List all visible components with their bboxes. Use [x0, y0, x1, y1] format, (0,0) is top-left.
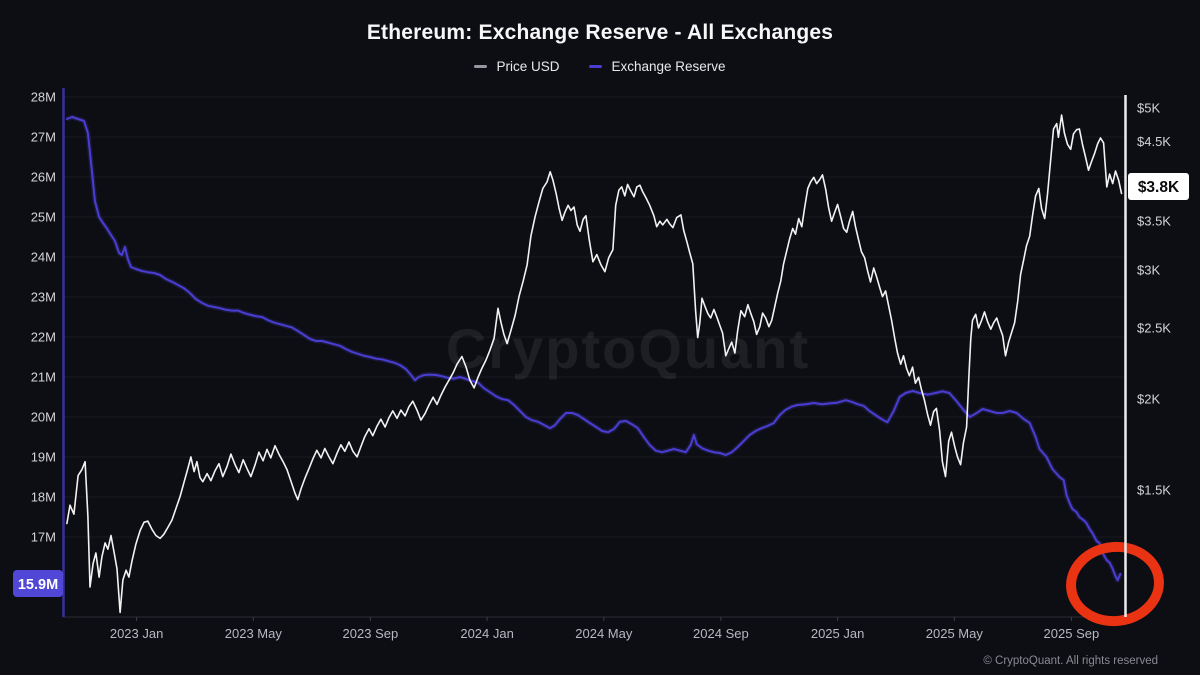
- x-axis-tick-label: 2024 May: [575, 626, 633, 641]
- cryptoquant-watermark: CryptoQuant: [446, 317, 810, 380]
- legend-item-price-usd[interactable]: Price USD: [474, 59, 559, 74]
- y-axis-right-tick-label: $3K: [1137, 263, 1160, 278]
- y-axis-right-tick-label: $3.5K: [1137, 214, 1171, 229]
- price-badge-value: $3.8K: [1138, 179, 1180, 196]
- y-axis-right-tick-label: $2.5K: [1137, 320, 1171, 335]
- y-axis-left-tick-label: 18M: [31, 490, 56, 505]
- page-title: Ethereum: Exchange Reserve - All Exchang…: [366, 21, 834, 44]
- y-axis-left-tick-label: 19M: [31, 450, 56, 465]
- x-axis-tick-label: 2023 Jan: [110, 626, 164, 641]
- highlight-circle-annotation: [1066, 541, 1164, 627]
- x-axis-tick-label: 2025 May: [926, 626, 984, 641]
- price-usd-line: [66, 114, 1123, 614]
- y-axis-right-tick-label: $2K: [1137, 391, 1160, 406]
- legend-label-exchange-reserve: Exchange Reserve: [611, 59, 726, 74]
- x-axis-tick-label: 2024 Sep: [693, 626, 749, 641]
- reserve-badge-background: [13, 570, 63, 597]
- price-current-value-badge: $3.8K: [1128, 173, 1189, 200]
- y-axis-right-tick-label: $5K: [1137, 101, 1160, 116]
- y-axis-right-tick-label: $4.5K: [1137, 134, 1171, 149]
- gridlines-group: [63, 96, 1125, 618]
- reserve-series-swatch-icon: [589, 65, 603, 68]
- reserve-badge-value: 15.9M: [18, 577, 58, 593]
- x-axis-tick-label: 2023 Sep: [343, 626, 399, 641]
- reserve-current-value-badge: 15.9M: [13, 570, 63, 597]
- y-axis-right-tick-label: $1.5K: [1137, 483, 1171, 498]
- y-axis-left-tick-label: 17M: [31, 530, 56, 545]
- y-axis-left-tick-label: 27M: [31, 130, 56, 145]
- y-axis-left-tick-label: 22M: [31, 330, 56, 345]
- legend-item-exchange-reserve[interactable]: Exchange Reserve: [589, 59, 726, 74]
- axes-group: 28M 27M 26M 25M 24M 23M 22M 21M 20M 19M 18M 17M $5K $…: [31, 88, 1171, 641]
- price-badge-background: [1128, 173, 1189, 200]
- legend: Price USD Exchange Reserve: [0, 59, 1200, 74]
- x-axis-tick-label: 2023 May: [225, 626, 283, 641]
- x-axis-tick-label: 2025 Sep: [1044, 626, 1100, 641]
- x-axis-tick-label: 2025 Jan: [811, 626, 865, 641]
- y-axis-left-tick-label: 23M: [31, 290, 56, 305]
- legend-label-price-usd: Price USD: [496, 59, 560, 74]
- y-axis-left-tick-label: 25M: [31, 210, 56, 225]
- copyright-notice: © CryptoQuant. All rights reserved: [983, 655, 1158, 667]
- y-axis-left-tick-label: 20M: [31, 410, 56, 425]
- y-axis-left-tick-label: 21M: [31, 370, 56, 385]
- y-axis-left-tick-label: 28M: [31, 90, 56, 105]
- y-axis-left-tick-label: 26M: [31, 170, 56, 185]
- y-axis-left-tick-label: 24M: [31, 250, 56, 265]
- series-group: [65, 114, 1123, 614]
- exchange-reserve-line: [65, 116, 1122, 582]
- x-axis-tick-label: 2024 Jan: [460, 626, 514, 641]
- price-series-swatch-icon: [474, 65, 488, 68]
